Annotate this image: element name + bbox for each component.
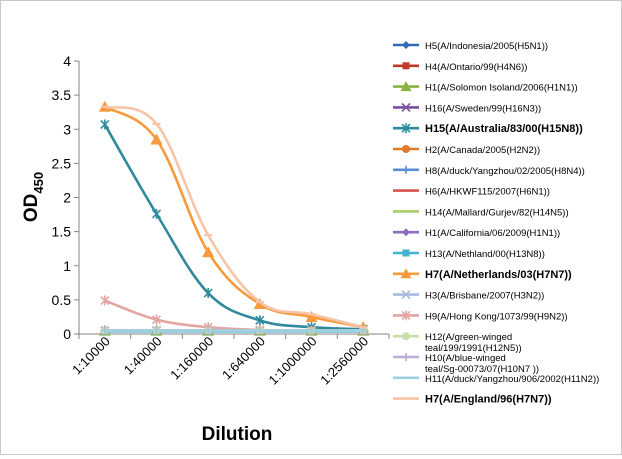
y-tick-label: 2.5 (52, 155, 72, 171)
y-axis-title-main: OD (21, 194, 42, 223)
legend-marker (401, 102, 411, 112)
legend-item: H12(A/green-winged teal/199/1991(H12N5)) (393, 332, 522, 354)
x-tick-label: 1:160000 (167, 334, 216, 383)
legend-item: H11(A/duck/Yangzhou/906/2002(H11N2)) (393, 374, 599, 385)
series-line (104, 105, 364, 329)
legend-item: H10(A/blue-winged teal/Sg-00073/07(H10N7 … (393, 353, 539, 375)
legend-marker (401, 310, 411, 321)
legend-item: H16(A/Sweden/99(H16N3)) (393, 102, 541, 114)
legend-label: H9(A/Hong Kong/1073/99(H9N2)) (425, 311, 568, 322)
data-point (100, 295, 110, 306)
legend-item: H1(A/Solomon Isoland/2006(H1N1)) (393, 81, 578, 94)
legend-item: H6(A/HKWF115/2007(H6N1)) (393, 187, 550, 198)
legend-label-line: teal/Sg-00073/07(H10N7 )) (425, 364, 539, 375)
legend-item: H7(A/England/96(H7N7)) (393, 394, 552, 406)
legend-label: H1(A/Solomon Isoland/2006(H1N1)) (425, 83, 578, 94)
y-tick-label: 1 (63, 258, 71, 274)
legend-label: H1(A/California/06/2009(H1N1)) (425, 228, 560, 239)
legend-item: H5(A/Indonesia/2005(H5N1)) (393, 41, 548, 52)
series-layer (98, 100, 370, 336)
legend-item: H2(A/Canada/2005(H2N2)) (393, 145, 540, 156)
legend-label: H3(A/Brisbane/2007(H3N2)) (425, 291, 544, 302)
legend-label-line: H10(A/blue-winged (425, 353, 506, 364)
x-tick-label: 1:40000 (121, 334, 165, 378)
data-point (100, 119, 110, 130)
legend-marker (402, 332, 410, 341)
legend-marker (400, 268, 412, 279)
data-point (202, 246, 215, 258)
legend-label: H12(A/green-winged teal/199/1991(H12N5)) (425, 332, 522, 354)
legend-item: H9(A/Hong Kong/1073/99(H9N2)) (393, 310, 568, 322)
legend-marker (402, 228, 410, 237)
data-point (151, 208, 162, 219)
series-4 (100, 119, 368, 335)
y-tick-label: 1.5 (52, 224, 72, 240)
legend-marker (402, 249, 410, 257)
legend-item: H4(A/Ontario/99(H4N6)) (393, 62, 527, 73)
legend-label: H6(A/HKWF115/2007(H6N1)) (425, 187, 550, 198)
legend-item: H8(A/duck/Yangzhou/02/2005(H8N4)) (393, 165, 585, 177)
legend: H5(A/Indonesia/2005(H5N1)) H4(A/Ontario/9… (393, 41, 599, 406)
y-tick-label: 2 (63, 190, 71, 206)
data-point (255, 315, 265, 326)
series-line (104, 105, 364, 329)
legend-label: H7(A/England/96(H7N7)) (425, 394, 552, 406)
legend-marker (402, 41, 410, 49)
series-line (103, 123, 364, 331)
x-tick-label: 1:2560000 (317, 334, 371, 388)
y-tick-label: 3.5 (52, 87, 72, 103)
legend-marker (401, 290, 411, 300)
legend-label: H15(A/Australia/83/00(H15N8)) (425, 123, 583, 135)
legend-label: H11(A/duck/Yangzhou/906/2002(H11N2)) (425, 374, 599, 385)
y-tick-label: 4 (63, 53, 71, 69)
legend-label-line: H12(A/green-winged (425, 332, 512, 343)
legend-item: H14(A/Mallard/Gurjev/82(H14N5)) (393, 207, 569, 218)
x-tick-label: 1:640000 (219, 334, 268, 383)
legend-marker (400, 81, 412, 92)
legend-label: H4(A/Ontario/99(H4N6)) (425, 62, 527, 73)
y-tick-label: 0 (63, 326, 71, 342)
series-11 (98, 100, 370, 333)
legend-marker (402, 62, 410, 70)
legend-label: H14(A/Mallard/Gurjev/82(H14N5)) (425, 207, 569, 218)
legend-label: H10(A/blue-winged teal/Sg-00073/07(H10N7 … (425, 353, 539, 375)
legend-label: H2(A/Canada/2005(H2N2)) (425, 145, 540, 156)
data-point (151, 314, 162, 325)
series-line (104, 299, 364, 332)
y-ticks: 0 0.5 1 1.5 2 2.5 3 3.5 4 (52, 53, 79, 342)
svg-text:OD450: OD450 (21, 172, 46, 222)
data-point (150, 133, 163, 145)
legend-item: H7(A/Netherlands/03(H7N7)) (393, 268, 572, 281)
legend-item: H15(A/Australia/83/00(H15N8)) (393, 123, 583, 135)
x-axis-title: Dilution (202, 424, 273, 445)
legend-label: H7(A/Netherlands/03(H7N7)) (425, 269, 572, 281)
legend-item: H3(A/Brisbane/2007(H3N2)) (393, 290, 544, 302)
x-tick-label: 1:1000000 (266, 334, 320, 388)
data-point (203, 288, 213, 299)
legend-label: H8(A/duck/Yangzhou/02/2005(H8N4)) (425, 166, 585, 177)
legend-marker (401, 123, 411, 134)
data-point (305, 310, 318, 322)
legend-label: H13(A/Nethland/00(H13N8)) (425, 249, 545, 260)
y-axis-title-sub: 450 (31, 172, 46, 194)
legend-label: H16(A/Sweden/99(H16N3)) (425, 103, 541, 114)
y-axis-title: OD450 (21, 172, 46, 222)
y-tick-label: 0.5 (52, 292, 72, 308)
legend-item: H13(A/Nethland/00(H13N8)) (393, 249, 545, 260)
axes (78, 61, 389, 335)
legend-marker (402, 165, 410, 174)
legend-marker (402, 145, 410, 153)
legend-label: H5(A/Indonesia/2005(H5N1)) (425, 41, 548, 52)
series-17 (100, 105, 368, 329)
x-tick-label: 1:10000 (69, 334, 113, 378)
legend-marker (402, 353, 410, 361)
y-tick-label: 3 (63, 121, 71, 137)
x-ticks: 1:10000 1:40000 1:160000 1:6400001:10000001… (69, 334, 390, 388)
legend-label-line: teal/199/1991(H12N5)) (425, 343, 522, 354)
legend-item: H1(A/California/06/2009(H1N1)) (393, 228, 560, 239)
